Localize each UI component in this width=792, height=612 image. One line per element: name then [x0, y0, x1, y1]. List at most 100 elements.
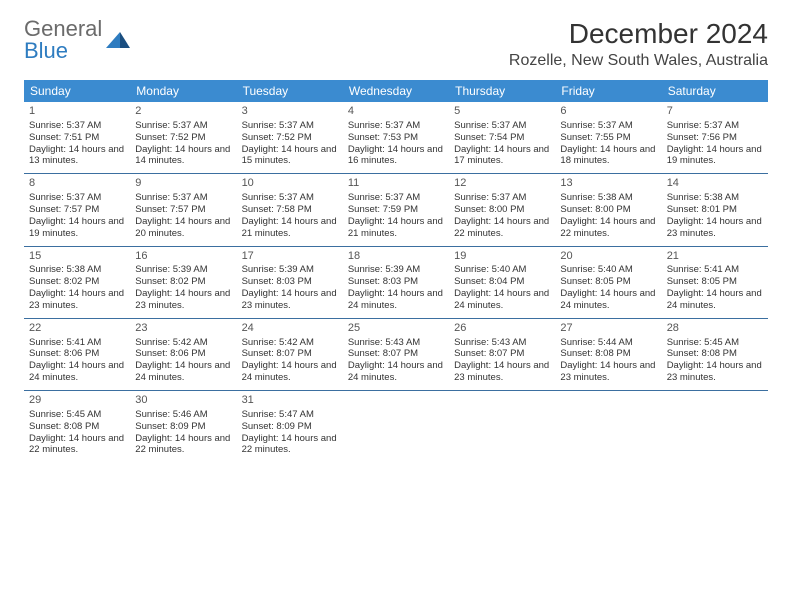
logo-triangle-icon [106, 30, 132, 50]
daylight-line: Daylight: 14 hours and 16 minutes. [348, 144, 444, 168]
sunrise-line: Sunrise: 5:41 AM [29, 337, 125, 349]
calendar-week-row: 8Sunrise: 5:37 AMSunset: 7:57 PMDaylight… [24, 174, 768, 246]
weekday-header: Sunday [24, 80, 130, 102]
calendar-week-row: 29Sunrise: 5:45 AMSunset: 8:08 PMDayligh… [24, 391, 768, 463]
calendar-day-cell: 28Sunrise: 5:45 AMSunset: 8:08 PMDayligh… [662, 318, 768, 390]
calendar-day-cell: 1Sunrise: 5:37 AMSunset: 7:51 PMDaylight… [24, 102, 130, 174]
sunrise-line: Sunrise: 5:40 AM [560, 264, 656, 276]
calendar-day-cell: 18Sunrise: 5:39 AMSunset: 8:03 PMDayligh… [343, 246, 449, 318]
sunset-line: Sunset: 8:03 PM [242, 276, 338, 288]
calendar-day-cell: 2Sunrise: 5:37 AMSunset: 7:52 PMDaylight… [130, 102, 236, 174]
daylight-line: Daylight: 14 hours and 19 minutes. [29, 216, 125, 240]
calendar-day-cell: 21Sunrise: 5:41 AMSunset: 8:05 PMDayligh… [662, 246, 768, 318]
brand-part2: Blue [24, 38, 68, 63]
sunrise-line: Sunrise: 5:44 AM [560, 337, 656, 349]
weekday-header: Thursday [449, 80, 555, 102]
daylight-line: Daylight: 14 hours and 23 minutes. [242, 288, 338, 312]
calendar-day-cell: 7Sunrise: 5:37 AMSunset: 7:56 PMDaylight… [662, 102, 768, 174]
daylight-line: Daylight: 14 hours and 13 minutes. [29, 144, 125, 168]
day-number: 16 [135, 250, 231, 264]
day-number: 4 [348, 105, 444, 119]
sunset-line: Sunset: 8:03 PM [348, 276, 444, 288]
day-number: 25 [348, 322, 444, 336]
sunrise-line: Sunrise: 5:37 AM [348, 120, 444, 132]
day-number: 9 [135, 177, 231, 191]
calendar-day-cell: 13Sunrise: 5:38 AMSunset: 8:00 PMDayligh… [555, 174, 661, 246]
calendar-day-cell: 20Sunrise: 5:40 AMSunset: 8:05 PMDayligh… [555, 246, 661, 318]
sunset-line: Sunset: 7:52 PM [242, 132, 338, 144]
sunset-line: Sunset: 8:09 PM [242, 421, 338, 433]
calendar-day-cell: 4Sunrise: 5:37 AMSunset: 7:53 PMDaylight… [343, 102, 449, 174]
sunset-line: Sunset: 8:06 PM [29, 348, 125, 360]
sunset-line: Sunset: 8:02 PM [135, 276, 231, 288]
sunrise-line: Sunrise: 5:45 AM [667, 337, 763, 349]
calendar-day-cell: 17Sunrise: 5:39 AMSunset: 8:03 PMDayligh… [237, 246, 343, 318]
calendar-empty-cell [662, 391, 768, 463]
sunset-line: Sunset: 7:55 PM [560, 132, 656, 144]
day-number: 28 [667, 322, 763, 336]
calendar-empty-cell [555, 391, 661, 463]
daylight-line: Daylight: 14 hours and 19 minutes. [667, 144, 763, 168]
day-number: 13 [560, 177, 656, 191]
day-number: 8 [29, 177, 125, 191]
sunset-line: Sunset: 8:08 PM [560, 348, 656, 360]
calendar-table: SundayMondayTuesdayWednesdayThursdayFrid… [24, 80, 768, 462]
daylight-line: Daylight: 14 hours and 24 minutes. [348, 360, 444, 384]
day-number: 20 [560, 250, 656, 264]
sunset-line: Sunset: 8:02 PM [29, 276, 125, 288]
calendar-empty-cell [343, 391, 449, 463]
sunrise-line: Sunrise: 5:42 AM [242, 337, 338, 349]
daylight-line: Daylight: 14 hours and 24 minutes. [667, 288, 763, 312]
sunset-line: Sunset: 8:05 PM [560, 276, 656, 288]
daylight-line: Daylight: 14 hours and 18 minutes. [560, 144, 656, 168]
day-number: 6 [560, 105, 656, 119]
sunset-line: Sunset: 8:07 PM [454, 348, 550, 360]
calendar-day-cell: 11Sunrise: 5:37 AMSunset: 7:59 PMDayligh… [343, 174, 449, 246]
sunrise-line: Sunrise: 5:41 AM [667, 264, 763, 276]
daylight-line: Daylight: 14 hours and 22 minutes. [29, 433, 125, 457]
calendar-day-cell: 19Sunrise: 5:40 AMSunset: 8:04 PMDayligh… [449, 246, 555, 318]
sunrise-line: Sunrise: 5:37 AM [560, 120, 656, 132]
daylight-line: Daylight: 14 hours and 23 minutes. [560, 360, 656, 384]
daylight-line: Daylight: 14 hours and 24 minutes. [242, 360, 338, 384]
day-number: 2 [135, 105, 231, 119]
calendar-empty-cell [449, 391, 555, 463]
day-number: 19 [454, 250, 550, 264]
sunset-line: Sunset: 8:06 PM [135, 348, 231, 360]
day-number: 18 [348, 250, 444, 264]
sunrise-line: Sunrise: 5:37 AM [242, 192, 338, 204]
day-number: 17 [242, 250, 338, 264]
daylight-line: Daylight: 14 hours and 23 minutes. [135, 288, 231, 312]
sunset-line: Sunset: 8:00 PM [454, 204, 550, 216]
day-number: 1 [29, 105, 125, 119]
sunrise-line: Sunrise: 5:37 AM [135, 192, 231, 204]
sunset-line: Sunset: 7:54 PM [454, 132, 550, 144]
calendar-day-cell: 24Sunrise: 5:42 AMSunset: 8:07 PMDayligh… [237, 318, 343, 390]
calendar-day-cell: 15Sunrise: 5:38 AMSunset: 8:02 PMDayligh… [24, 246, 130, 318]
daylight-line: Daylight: 14 hours and 20 minutes. [135, 216, 231, 240]
sunset-line: Sunset: 8:07 PM [348, 348, 444, 360]
sunset-line: Sunset: 7:57 PM [135, 204, 231, 216]
calendar-day-cell: 3Sunrise: 5:37 AMSunset: 7:52 PMDaylight… [237, 102, 343, 174]
weekday-header-row: SundayMondayTuesdayWednesdayThursdayFrid… [24, 80, 768, 102]
daylight-line: Daylight: 14 hours and 24 minutes. [560, 288, 656, 312]
sunrise-line: Sunrise: 5:43 AM [348, 337, 444, 349]
sunrise-line: Sunrise: 5:46 AM [135, 409, 231, 421]
sunrise-line: Sunrise: 5:43 AM [454, 337, 550, 349]
calendar-body: 1Sunrise: 5:37 AMSunset: 7:51 PMDaylight… [24, 102, 768, 462]
day-number: 31 [242, 394, 338, 408]
daylight-line: Daylight: 14 hours and 14 minutes. [135, 144, 231, 168]
daylight-line: Daylight: 14 hours and 22 minutes. [135, 433, 231, 457]
day-number: 7 [667, 105, 763, 119]
weekday-header: Wednesday [343, 80, 449, 102]
daylight-line: Daylight: 14 hours and 23 minutes. [29, 288, 125, 312]
sunrise-line: Sunrise: 5:37 AM [348, 192, 444, 204]
day-number: 22 [29, 322, 125, 336]
calendar-day-cell: 9Sunrise: 5:37 AMSunset: 7:57 PMDaylight… [130, 174, 236, 246]
sunset-line: Sunset: 8:00 PM [560, 204, 656, 216]
sunset-line: Sunset: 7:58 PM [242, 204, 338, 216]
daylight-line: Daylight: 14 hours and 24 minutes. [454, 288, 550, 312]
calendar-day-cell: 27Sunrise: 5:44 AMSunset: 8:08 PMDayligh… [555, 318, 661, 390]
sunset-line: Sunset: 8:07 PM [242, 348, 338, 360]
brand-logo: General Blue [24, 18, 132, 62]
